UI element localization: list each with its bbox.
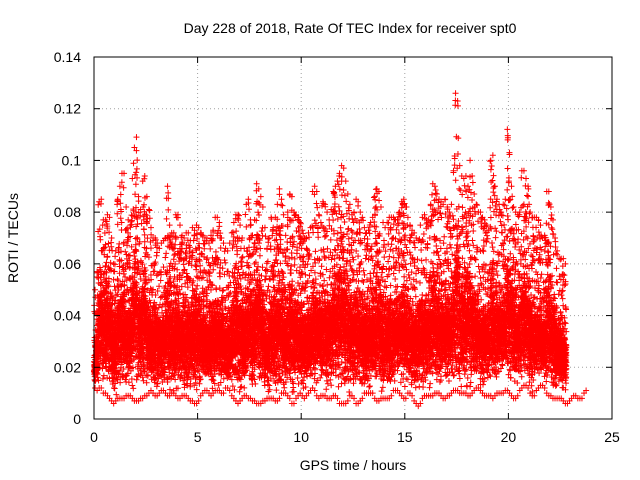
roti-point <box>98 384 105 391</box>
roti-point <box>92 286 99 293</box>
roti-point <box>94 374 101 381</box>
roti-point <box>97 236 104 243</box>
roti-point <box>93 370 100 377</box>
roti-point <box>98 196 105 203</box>
roti-point <box>97 274 104 281</box>
roti-point <box>97 264 104 271</box>
roti-point <box>95 361 102 368</box>
roti-point <box>96 226 103 233</box>
roti-point <box>95 377 102 384</box>
chart-title: Day 228 of 2018, Rate Of TEC Index for r… <box>184 20 517 36</box>
roti-point <box>91 376 98 383</box>
roti-point <box>95 201 102 208</box>
roti-point <box>92 378 99 385</box>
data-points <box>91 90 590 410</box>
roti-point <box>100 372 107 379</box>
